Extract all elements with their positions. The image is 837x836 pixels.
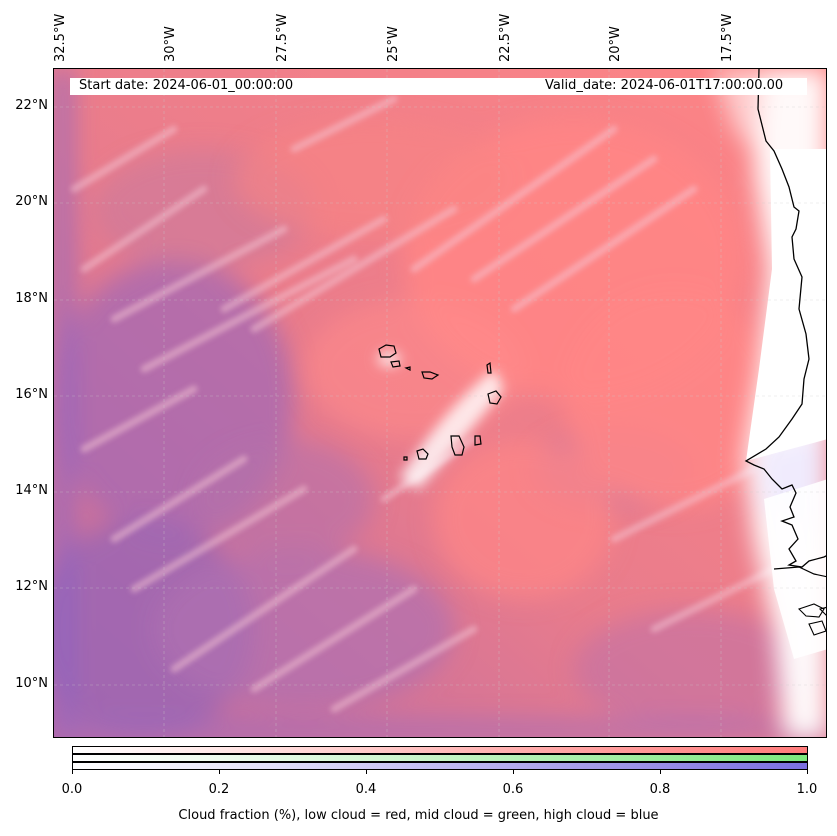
cbar-tickmark-3 [513,770,514,774]
lon-label-22-5w: 22.5°W [498,13,513,62]
cbar-tick-1: 0.2 [208,782,230,797]
start-date-text: Start date: 2024-06-01_00:00:00 [79,78,294,93]
gridlines [54,69,826,737]
cbar-tick-5: 1.0 [796,782,818,797]
cbar-tickmark-4 [660,770,661,774]
lat-label-16n: 16°N [15,387,48,402]
lat-label-18n: 18°N [15,291,48,306]
cloud-fraction-map[interactable] [53,68,827,738]
lon-label-17-5w: 17.5°W [720,13,735,62]
cbar-tick-3: 0.6 [502,782,524,797]
colorbar-low [72,746,808,754]
island-boa-vista [487,390,502,405]
island-fogo [416,448,429,460]
lon-label-27-5w: 27.5°W [275,13,290,62]
colorbar-high [72,762,808,770]
lat-label-22n: 22°N [15,98,48,113]
cbar-tickmark-5 [807,770,808,774]
coastline-bijagos-1 [797,603,825,618]
island-brava [403,456,408,461]
island-santiago [450,435,465,456]
map-canvas [54,69,826,737]
cbar-tick-2: 0.4 [355,782,377,797]
info-bar [70,78,807,95]
cbar-tickmark-1 [219,770,220,774]
island-santo-antao [378,344,397,358]
cbar-tick-0: 0.0 [61,782,83,797]
island-sao-vicente [390,360,401,368]
coastline-bijagos-2 [808,620,826,636]
valid-date-text: Valid_date: 2024-06-01T17:00:00.00 [545,78,784,93]
land-africa [746,149,826,461]
lat-label-10n: 10°N [15,676,48,691]
cape-verde-islands [378,344,502,461]
lat-label-12n: 12°N [15,579,48,594]
cbar-tickmark-0 [72,770,73,774]
island-sal [486,361,492,374]
lon-label-20w: 20°W [608,26,623,62]
lon-label-32-5w: 32.5°W [53,13,68,62]
coastline-africa [744,69,826,568]
colorbar-mid [72,754,808,762]
lat-label-20n: 20°N [15,194,48,209]
cbar-tickmark-2 [366,770,367,774]
island-maio [474,435,482,446]
coastline-bijagos-3 [818,606,826,616]
lat-label-14n: 14°N [15,483,48,498]
island-santa-luzia [404,366,411,371]
land-africa-south [764,479,826,659]
island-sao-nicolau [421,371,440,380]
cbar-tick-4: 0.8 [649,782,671,797]
lon-label-30w: 30°W [163,26,178,62]
lon-label-25w: 25°W [386,26,401,62]
coastline-gambia [773,566,826,578]
colorbar-label: Cloud fraction (%), low cloud = red, mid… [178,808,659,823]
